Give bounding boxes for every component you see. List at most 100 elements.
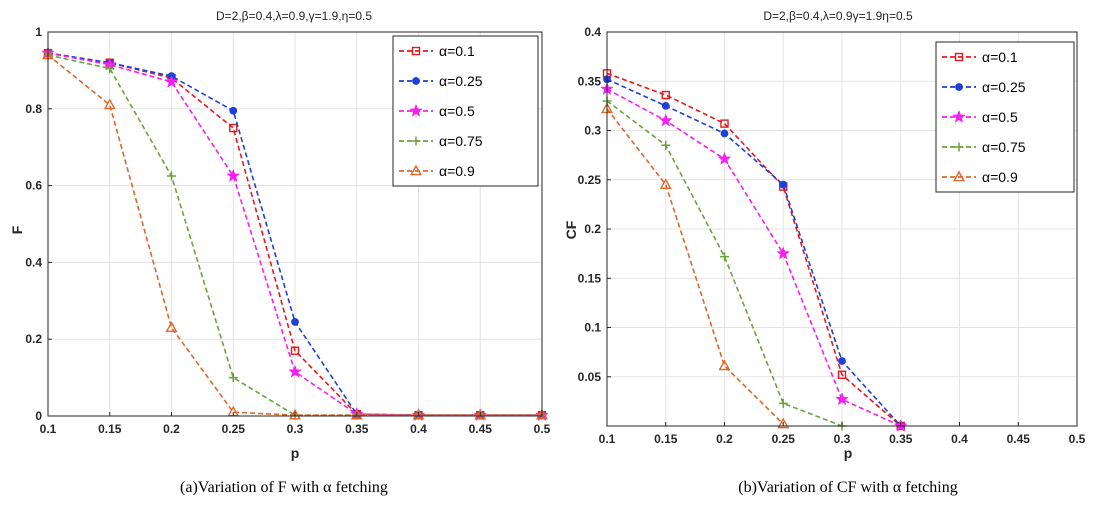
data-point-2	[776, 246, 791, 260]
chart-a-caption: (a)Variation of F with α fetching	[180, 479, 388, 496]
legend-marker	[412, 77, 420, 85]
data-point-3	[720, 252, 729, 262]
legend-label: α=0.5	[982, 109, 1018, 125]
chart-b-ylabel: CF	[563, 220, 579, 239]
x-tick-label: 0.4	[410, 422, 427, 436]
series-line-2	[606, 88, 902, 427]
data-point-2	[164, 74, 179, 88]
chart-a-title: D=2,β=0.4,λ=0.9,γ=1.9,η=0.5	[216, 9, 372, 23]
x-tick-label: 0.2	[163, 422, 180, 436]
data-point-3	[228, 373, 238, 383]
chart-b-ticks: 0.1 0.15 0.2 0.25 0.3 0.35 0.4 0.45 0.5 0.05 0.1 0.…	[578, 25, 1086, 446]
x-tick-label: 0.2	[716, 432, 733, 446]
data-point-4	[474, 408, 487, 420]
x-tick-label: 0.5	[1069, 432, 1086, 446]
y-tick-label: 0.6	[25, 179, 42, 193]
legend-label: α=0.75	[439, 133, 483, 149]
chart-b-legend: α=0.1 α=0.25 α=0.5 α=0.75 α=0.9	[935, 41, 1075, 193]
data-point-1	[779, 180, 788, 189]
chart-b-caption: (b)Variation of CF with α fetching	[738, 479, 957, 496]
y-tick-label: 0	[35, 409, 42, 423]
chart-b-title: D=2,β=0.4,λ=0.9γ=1.9η=0.5	[763, 9, 913, 23]
y-tick-label: 0.2	[584, 222, 601, 236]
data-point-3	[105, 63, 115, 73]
data-point-4	[289, 408, 301, 420]
legend-marker	[952, 109, 966, 123]
chart-a-xlabel: p	[291, 445, 300, 461]
x-tick-label: 0.25	[222, 422, 246, 436]
data-point-1	[838, 357, 846, 365]
x-tick-label: 0.3	[834, 432, 851, 446]
legend-box	[392, 35, 539, 187]
data-point-4	[777, 417, 790, 429]
legend-label: α=0.25	[439, 73, 483, 89]
data-point-3	[167, 171, 176, 181]
chart-a: D=2,β=0.4,λ=0.9,γ=1.9,η=0.5 0.1 0.15 0.2 0.…	[9, 9, 551, 461]
y-tick-label: 0.35	[578, 74, 602, 88]
y-tick-label: 0.15	[578, 271, 602, 285]
legend-label: α=0.75	[982, 139, 1026, 155]
x-tick-label: 0.4	[951, 432, 968, 446]
y-tick-label: 0.3	[584, 124, 601, 138]
x-tick-label: 0.45	[469, 422, 493, 436]
legend-marker	[411, 136, 421, 146]
data-point-0	[837, 370, 847, 379]
x-tick-label: 0.5	[534, 422, 551, 436]
y-tick-label: 0.4	[584, 25, 601, 39]
chart-b: D=2,β=0.4,λ=0.9γ=1.9η=0.5 0.1 0.15 0.2 0.25…	[563, 9, 1086, 461]
data-point-0	[720, 119, 729, 128]
data-point-4	[718, 359, 731, 371]
x-tick-label: 0.15	[654, 432, 678, 446]
data-point-4	[165, 321, 178, 332]
legend-label: α=0.9	[982, 169, 1018, 185]
chart-a-ylabel: F	[9, 225, 25, 234]
chart-a-ticks: 0.1 0.15 0.2 0.25 0.3 0.35 0.4 0.45 0.5 0 0.2 0.4 0.…	[25, 25, 550, 436]
x-tick-label: 0.3	[287, 422, 304, 436]
legend-label: α=0.25	[982, 79, 1026, 95]
data-point-3	[661, 140, 671, 150]
data-point-2	[288, 364, 302, 378]
legend-label: α=0.5	[439, 103, 475, 119]
y-tick-label: 0.1	[584, 321, 601, 335]
data-point-4	[103, 98, 116, 110]
data-point-3	[778, 398, 788, 408]
x-tick-label: 0.15	[98, 422, 122, 436]
data-point-0	[229, 123, 238, 133]
x-tick-label: 0.45	[1007, 432, 1031, 446]
legend-marker	[411, 46, 421, 56]
legend-marker	[954, 52, 964, 62]
data-point-1	[720, 129, 729, 138]
legend-label: α=0.1	[439, 43, 475, 59]
series-line-3	[606, 100, 843, 427]
data-point-0	[290, 346, 300, 355]
x-tick-label: 0.1	[599, 432, 616, 446]
data-point-4	[412, 408, 425, 420]
series-line-0	[606, 72, 902, 427]
y-tick-label: 0.8	[25, 102, 42, 116]
data-point-1	[229, 106, 238, 115]
x-tick-label: 0.25	[772, 432, 796, 446]
data-point-2	[717, 151, 732, 165]
chart-a-legend: α=0.1 α=0.25 α=0.5 α=0.75 α=0.9	[392, 35, 539, 187]
series-line-1	[606, 78, 902, 427]
data-point-4	[350, 408, 363, 420]
data-point-1	[661, 101, 670, 110]
data-point-1	[291, 318, 299, 326]
y-tick-label: 0.25	[578, 173, 602, 187]
chart-b-series	[600, 69, 908, 432]
legend-marker	[955, 83, 963, 91]
x-tick-label: 0.35	[345, 422, 369, 436]
data-point-4	[659, 178, 672, 189]
chart-b-grid	[607, 32, 1077, 426]
data-point-4	[536, 408, 548, 420]
legend-marker	[953, 170, 965, 182]
y-tick-label: 1	[35, 25, 42, 39]
chart-b-xlabel: p	[844, 445, 853, 461]
legend-marker	[954, 142, 964, 152]
y-tick-label: 0.05	[578, 370, 602, 384]
y-tick-label: 0.4	[25, 255, 42, 269]
data-point-2	[835, 392, 849, 406]
x-tick-label: 0.1	[40, 422, 57, 436]
legend-label: α=0.1	[982, 49, 1018, 65]
